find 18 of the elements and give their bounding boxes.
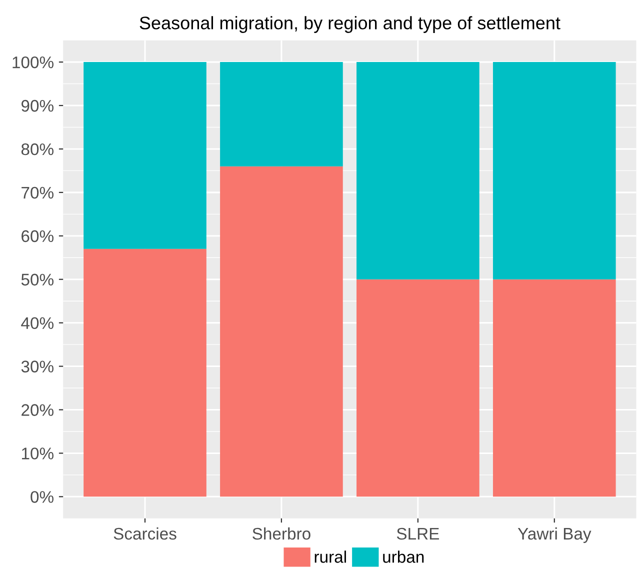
y-tick-label: 10%	[22, 448, 54, 460]
x-tick-label: Sherbro	[252, 527, 310, 540]
legend-label: urban	[383, 550, 424, 563]
x-tick-label: SLRE	[396, 528, 439, 540]
y-tick-label: 100%	[12, 56, 54, 68]
y-tick-label: 80%	[21, 143, 54, 156]
chart-title: Seasonal migration, by region and type of settlement	[140, 16, 560, 33]
y-tick-label: 50%	[21, 274, 54, 286]
y-tick-label: 70%	[22, 186, 54, 199]
y-tick-label: 60%	[22, 230, 54, 242]
legend-label: rural	[314, 550, 346, 563]
y-tick-label: 90%	[22, 100, 54, 112]
y-tick-label: 40%	[21, 317, 54, 330]
y-tick-label: 0%	[30, 491, 54, 503]
y-tick-label: 20%	[22, 404, 54, 416]
x-tick-label: Scarcies	[114, 527, 176, 540]
x-tick-label: Yawri Bay	[518, 527, 592, 543]
y-tick-label: 30%	[21, 360, 54, 372]
